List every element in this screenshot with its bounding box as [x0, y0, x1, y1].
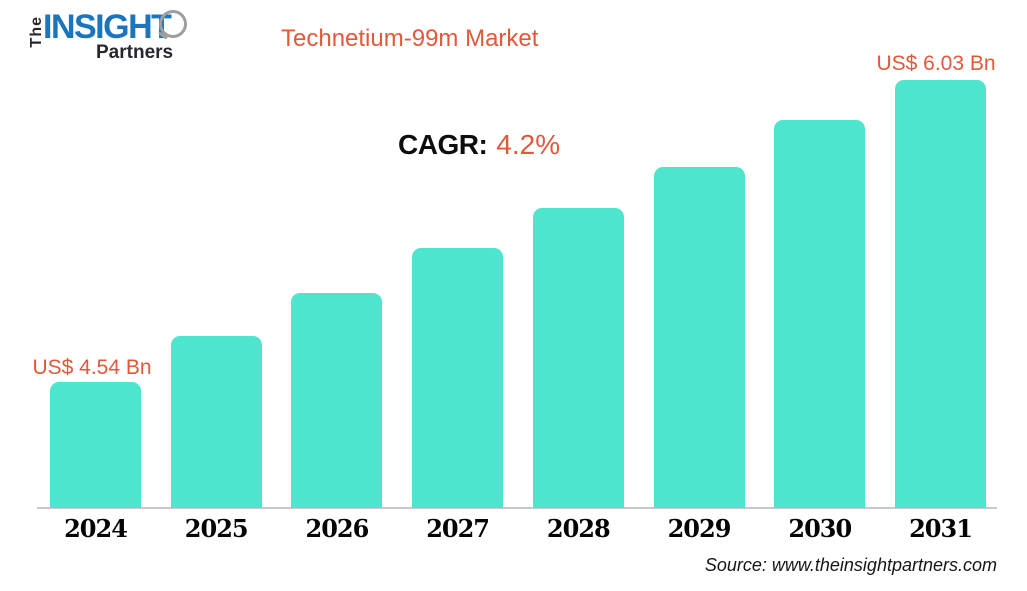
cagr-value: 4.2%: [496, 129, 561, 160]
insight-partners-logo: The INSIGHT Partners: [26, 8, 206, 74]
x-tick-2031: 2031: [909, 514, 973, 543]
x-tick-2024: 2024: [64, 514, 128, 543]
bar-2024: [50, 382, 141, 508]
bar-2026: [291, 292, 383, 508]
x-tick-2028: 2028: [546, 514, 611, 543]
logo-word-partners: Partners: [96, 42, 174, 63]
bar-2031: [895, 79, 986, 508]
x-tick-2029: 2029: [667, 514, 732, 543]
data-label-2031: US$ 6.03 Bn: [876, 52, 996, 75]
cagr-label: CAGR:: [398, 129, 488, 160]
x-tick-2025: 2025: [184, 514, 249, 543]
x-axis-line: [37, 507, 997, 509]
bar-2027: [412, 248, 504, 508]
x-tick-2026: 2026: [305, 514, 369, 543]
bar-2028: [532, 207, 624, 508]
bar-2025: [170, 335, 262, 508]
logo-word-insight: INSIGHT: [43, 8, 172, 46]
data-label-2024: US$ 4.54 Bn: [32, 356, 152, 379]
x-tick-2027: 2027: [426, 514, 490, 543]
x-tick-2030: 2030: [788, 514, 852, 543]
bar-2029: [653, 167, 745, 508]
magnifier-icon: [159, 10, 187, 38]
source-text: Source: www.theinsightpartners.com: [704, 555, 997, 575]
cagr-annotation: CAGR: 4.2%: [398, 129, 560, 161]
chart-title: Technetium-99m Market: [281, 25, 539, 52]
bar-2030: [774, 120, 866, 508]
